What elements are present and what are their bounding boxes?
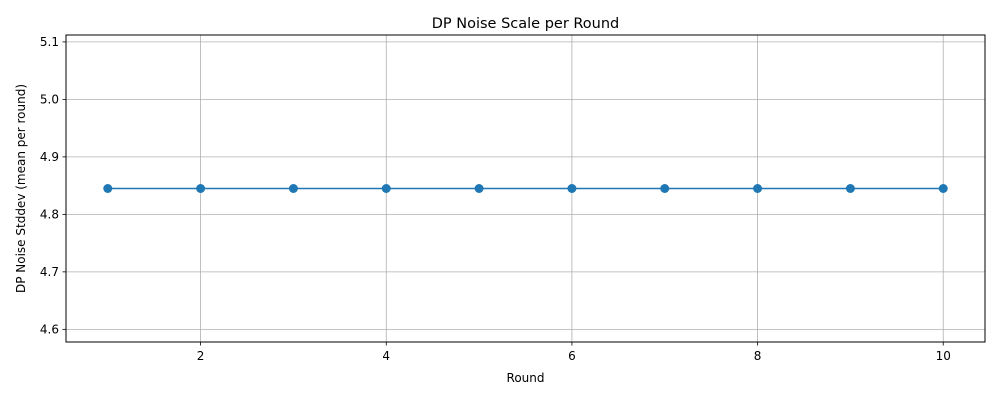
data-point: [660, 184, 670, 193]
x-axis-label: Round: [507, 371, 545, 385]
data-point: [381, 184, 391, 193]
y-tick-label: 5.1: [40, 35, 59, 49]
data-point: [103, 184, 113, 193]
x-tick-label: 2: [197, 349, 205, 363]
data-point: [753, 184, 763, 193]
x-tick-label: 10: [936, 349, 951, 363]
y-tick-label: 4.7: [40, 265, 59, 279]
y-tick-label: 4.8: [40, 208, 59, 222]
y-axis-label: DP Noise Stddev (mean per round): [14, 84, 28, 293]
y-axis: 4.6 4.7 4.8 4.9 5.0 5.1: [40, 35, 66, 337]
series-layer: [103, 184, 948, 193]
data-point: [567, 184, 577, 193]
y-tick-label: 4.9: [40, 150, 59, 164]
y-tick-label: 5.0: [40, 93, 59, 107]
data-point: [196, 184, 206, 193]
chart-title: DP Noise Scale per Round: [432, 16, 620, 32]
data-point: [288, 184, 298, 193]
y-tick-label: 4.6: [40, 323, 59, 337]
data-point: [845, 184, 855, 193]
x-tick-label: 6: [568, 349, 576, 363]
x-tick-label: 4: [382, 349, 390, 363]
x-tick-label: 8: [754, 349, 762, 363]
data-point: [938, 184, 948, 193]
plot-frame: [65, 34, 986, 343]
x-axis: 2 4 6 8 10: [197, 342, 951, 363]
data-point: [474, 184, 484, 193]
